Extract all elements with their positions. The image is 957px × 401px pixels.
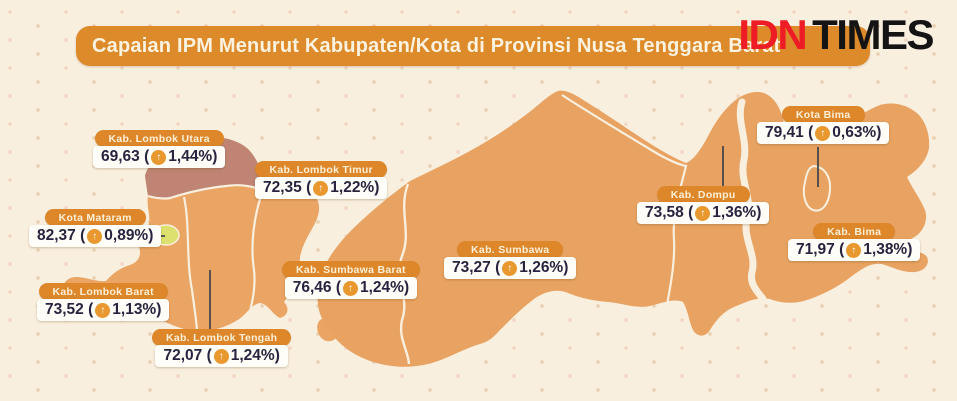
region-value: 71,97 (↑ 1,38%) [788,239,921,261]
region-name-badge: Kab. Dompu [656,186,750,203]
increase-arrow-icon: ↑ [95,302,111,318]
ipm-value: 79,41 ( [765,124,814,141]
ipm-value: 72,07 ( [163,347,212,364]
ipm-value: 73,58 ( [645,204,694,221]
ipm-change: 1,24%) [360,279,410,296]
region-name-badge: Kota Bima [781,106,865,123]
ipm-value: 69,63 ( [101,148,150,165]
page-title: Capaian IPM Menurut Kabupaten/Kota di Pr… [92,34,781,57]
map-border-lombok-utara [147,184,267,200]
ipm-change: 1,36%) [712,204,762,221]
region-label-kab-lombok-tengah: Kab. Lombok Tengah 72,07 (↑ 1,24%) [152,329,292,367]
ipm-change: 0,89%) [104,227,154,244]
increase-arrow-icon: ↑ [815,125,831,141]
region-name-badge: Kab. Lombok Barat [38,283,168,300]
region-name-badge: Kab. Sumbawa Barat [282,261,420,278]
logo-times-text: TIMES [812,11,934,58]
region-value: 69,63 (↑ 1,44%) [93,146,226,168]
logo-idn-text: IDN [738,11,807,58]
increase-arrow-icon: ↑ [313,180,329,196]
ipm-change: 1,38%) [863,241,913,258]
ipm-change: 1,24%) [230,347,280,364]
region-label-kab-lombok-barat: Kab. Lombok Barat 73,52 (↑ 1,13%) [37,283,170,321]
ipm-value: 71,97 ( [796,241,845,258]
region-label-kota-mataram: Kota Mataram 82,37 (↑ 0,89%) [29,209,162,247]
region-label-kab-sumbawa-barat: Kab. Sumbawa Barat 76,46 (↑ 1,24%) [282,261,420,299]
region-value: 72,35 (↑ 1,22%) [255,177,388,199]
increase-arrow-icon: ↑ [151,149,167,165]
map-border-lombok-barat-tengah [182,196,199,331]
region-label-kota-bima: Kota Bima 79,41 (↑ 0,63%) [757,106,890,144]
map-border-sumbawa-dompu [561,94,688,306]
region-label-kab-dompu: Kab. Dompu 73,58 (↑ 1,36%) [637,186,770,224]
region-label-kab-lombok-timur: Kab. Lombok Timur 72,35 (↑ 1,22%) [255,161,388,199]
title-banner: Capaian IPM Menurut Kabupaten/Kota di Pr… [76,26,870,66]
region-value: 73,58 (↑ 1,36%) [637,202,770,224]
region-value: 82,37 (↑ 0,89%) [29,225,162,247]
region-name-badge: Kab. Bima [813,223,896,240]
region-name-badge: Kab. Lombok Utara [94,130,224,147]
region-name-badge: Kab. Sumbawa [457,241,564,258]
region-label-kab-bima: Kab. Bima 71,97 (↑ 1,38%) [788,223,921,261]
region-value: 76,46 (↑ 1,24%) [284,277,418,299]
region-value: 73,52 (↑ 1,13%) [37,299,170,321]
ipm-value: 73,52 ( [45,301,94,318]
ipm-value: 82,37 ( [37,227,86,244]
region-name-badge: Kab. Lombok Tengah [152,329,292,346]
ipm-change: 1,13%) [112,301,162,318]
region-label-kab-sumbawa: Kab. Sumbawa 73,27 (↑ 1,26%) [444,241,577,279]
region-label-kab-lombok-utara: Kab. Lombok Utara 69,63 (↑ 1,44%) [93,130,226,168]
ipm-change: 1,44%) [168,148,218,165]
region-name-badge: Kab. Lombok Timur [255,161,387,178]
map-region-sumbawa-island [317,90,930,367]
region-value: 72,07 (↑ 1,24%) [155,345,288,367]
increase-arrow-icon: ↑ [502,260,518,276]
ipm-value: 76,46 ( [292,279,341,296]
increase-arrow-icon: ↑ [87,228,103,244]
region-value: 73,27 (↑ 1,26%) [444,257,577,279]
idn-times-logo: IDN TIMES [738,11,934,58]
region-name-badge: Kota Mataram [44,209,146,226]
increase-arrow-icon: ↑ [213,348,229,364]
ipm-change: 0,63%) [832,124,882,141]
region-value: 79,41 (↑ 0,63%) [757,122,890,144]
increase-arrow-icon: ↑ [846,242,862,258]
ipm-change: 1,26%) [519,259,569,276]
ipm-value: 73,27 ( [452,259,501,276]
increase-arrow-icon: ↑ [695,205,711,221]
increase-arrow-icon: ↑ [343,280,358,296]
ipm-value: 72,35 ( [263,179,312,196]
map-border-lombok-tengah-timur [246,189,265,319]
map-region-kota-bima [802,164,832,212]
ipm-change: 1,22%) [330,179,380,196]
